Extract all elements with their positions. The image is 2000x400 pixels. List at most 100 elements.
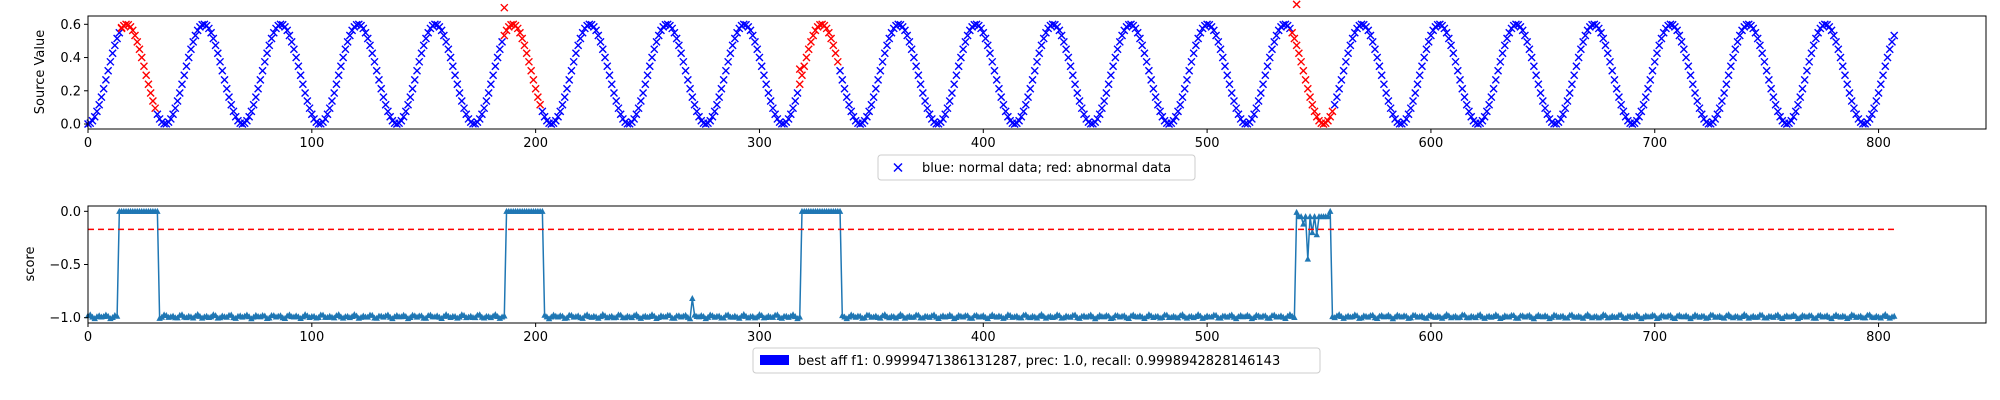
score-point (686, 315, 694, 322)
normal-point (1247, 114, 1256, 123)
normal-point (880, 49, 889, 58)
normal-point (1285, 24, 1294, 33)
score-point (836, 207, 844, 214)
normal-point (565, 75, 574, 84)
normal-point (457, 97, 466, 106)
normal-point (1375, 62, 1384, 71)
normal-point (771, 110, 780, 119)
normal-point (639, 88, 648, 97)
normal-point (777, 119, 786, 128)
x-tick-label: 800 (1866, 136, 1891, 151)
normal-point (374, 75, 383, 84)
normal-point (1836, 53, 1845, 62)
score-point (1302, 213, 1309, 220)
abnormal-point (529, 75, 538, 84)
y-tick-label: 0.4 (60, 51, 81, 66)
normal-point (1695, 104, 1704, 113)
normal-point (209, 34, 218, 43)
normal-point (1666, 20, 1675, 29)
abnormal-point (827, 34, 836, 43)
normal-point (759, 71, 768, 80)
normal-point (683, 75, 692, 84)
normal-point (1762, 66, 1771, 75)
normal-point (366, 41, 375, 50)
normal-point (578, 28, 587, 37)
normal-point (607, 80, 616, 89)
normal-point (1187, 57, 1196, 66)
normal-point (856, 120, 865, 129)
abnormal-point (1301, 75, 1310, 84)
normal-point (609, 88, 618, 97)
normal-point (755, 53, 764, 62)
normal-point (1178, 93, 1187, 102)
normal-point (269, 28, 278, 37)
normal-point (547, 120, 556, 129)
normal-point (1337, 75, 1346, 84)
normal-point (1724, 71, 1733, 80)
normal-point (1158, 112, 1167, 121)
normal-point (1670, 22, 1679, 31)
normal-point (717, 84, 726, 93)
normal-point (1890, 31, 1899, 40)
normal-point (493, 53, 502, 62)
score-point (501, 312, 508, 319)
normal-point (1614, 93, 1623, 102)
normal-point (636, 97, 645, 106)
normal-point (106, 57, 115, 66)
normal-point (838, 75, 847, 84)
score-point (1313, 231, 1320, 238)
normal-point (397, 116, 406, 125)
normal-point (1852, 110, 1861, 119)
normal-point (1487, 93, 1496, 102)
abnormal-point (806, 37, 815, 46)
abnormal-point (1297, 57, 1306, 66)
normal-point (1704, 119, 1713, 128)
normal-point (726, 49, 735, 58)
normal-point (1594, 24, 1603, 33)
normal-point (766, 97, 775, 106)
normal-point (1256, 88, 1265, 97)
normal-point (652, 37, 661, 46)
normal-point (1561, 104, 1570, 113)
normal-point (1581, 31, 1590, 40)
score-point (1891, 312, 1898, 319)
y-tick-label: 0.6 (60, 18, 81, 33)
normal-point (1793, 100, 1802, 109)
normal-point (715, 93, 724, 102)
normal-point (211, 41, 220, 50)
normal-point (1010, 120, 1019, 129)
normal-point (925, 110, 934, 119)
normal-point (1691, 88, 1700, 97)
normal-point (1093, 114, 1102, 123)
normal-point (1227, 88, 1236, 97)
abnormal-point (1294, 49, 1303, 58)
normal-point (1755, 41, 1764, 50)
normal-point (1424, 37, 1433, 46)
normal-point (444, 45, 453, 54)
score-point (1304, 255, 1312, 262)
normal-point (979, 28, 988, 37)
x-tick-label: 700 (1642, 330, 1667, 345)
normal-point (372, 66, 381, 75)
normal-point (166, 114, 175, 123)
normal-point (1068, 71, 1077, 80)
normal-point (1729, 53, 1738, 62)
normal-point (477, 110, 486, 119)
normal-point (1601, 41, 1610, 50)
normal-point (1720, 88, 1729, 97)
normal-point (939, 114, 947, 123)
normal-point (941, 110, 950, 119)
normal-point (1489, 84, 1498, 93)
normal-point (238, 120, 247, 129)
normal-point (1223, 71, 1232, 80)
normal-point (1858, 119, 1867, 128)
normal-point (1447, 41, 1456, 50)
y-tick-label: −0.5 (49, 258, 81, 273)
normal-point (690, 100, 699, 109)
normal-point (643, 71, 652, 80)
normal-point (1867, 110, 1876, 119)
normal-point (1185, 66, 1194, 75)
normal-point (265, 41, 274, 50)
normal-point (959, 45, 968, 54)
normal-point (1261, 71, 1270, 80)
